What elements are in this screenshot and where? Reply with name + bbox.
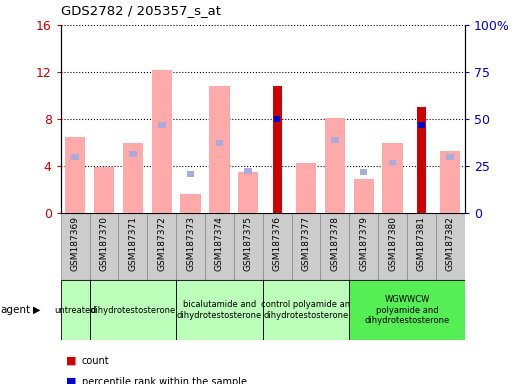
Bar <box>354 179 374 213</box>
Bar <box>94 167 114 213</box>
FancyBboxPatch shape <box>378 213 407 280</box>
Text: GSM187378: GSM187378 <box>331 217 340 271</box>
Text: GSM187376: GSM187376 <box>272 217 281 271</box>
FancyBboxPatch shape <box>90 213 118 280</box>
Text: control polyamide an
dihydrotestosterone: control polyamide an dihydrotestosterone <box>261 300 351 320</box>
Text: dihydrotestosterone: dihydrotestosterone <box>90 306 175 314</box>
FancyBboxPatch shape <box>205 213 234 280</box>
FancyBboxPatch shape <box>61 280 90 340</box>
Bar <box>418 122 425 128</box>
FancyBboxPatch shape <box>90 280 176 340</box>
FancyBboxPatch shape <box>176 280 262 340</box>
Bar <box>382 142 403 213</box>
Bar <box>122 142 143 213</box>
Bar <box>417 107 426 213</box>
Bar <box>238 172 258 213</box>
FancyBboxPatch shape <box>147 213 176 280</box>
Text: GSM187377: GSM187377 <box>301 217 310 271</box>
FancyBboxPatch shape <box>320 213 349 280</box>
Text: GSM187372: GSM187372 <box>157 217 166 271</box>
Text: count: count <box>82 356 109 366</box>
Text: GSM187374: GSM187374 <box>215 217 224 271</box>
Text: WGWWCW
polyamide and
dihydrotestosterone: WGWWCW polyamide and dihydrotestosterone <box>364 295 449 325</box>
Bar <box>65 137 85 213</box>
Bar <box>272 86 281 213</box>
Bar <box>446 154 454 160</box>
FancyBboxPatch shape <box>407 213 436 280</box>
Bar <box>209 86 230 213</box>
Bar <box>274 116 280 122</box>
FancyBboxPatch shape <box>61 213 90 280</box>
Bar <box>389 160 397 166</box>
Text: GSM187379: GSM187379 <box>359 217 368 271</box>
Text: GSM187381: GSM187381 <box>417 217 426 271</box>
FancyBboxPatch shape <box>234 213 262 280</box>
FancyBboxPatch shape <box>118 213 147 280</box>
Bar <box>418 122 425 128</box>
FancyBboxPatch shape <box>436 213 465 280</box>
Text: ■: ■ <box>66 356 77 366</box>
Bar <box>158 122 166 128</box>
Text: ▶: ▶ <box>33 305 41 315</box>
Bar <box>187 171 194 177</box>
Bar <box>296 162 316 213</box>
Text: GDS2782 / 205357_s_at: GDS2782 / 205357_s_at <box>61 4 221 17</box>
Bar <box>71 154 79 160</box>
Bar <box>215 140 223 146</box>
FancyBboxPatch shape <box>262 280 349 340</box>
Text: GSM187370: GSM187370 <box>99 217 108 271</box>
Text: GSM187371: GSM187371 <box>128 217 137 271</box>
Bar <box>440 151 460 213</box>
Bar <box>152 70 172 213</box>
Text: GSM187380: GSM187380 <box>388 217 397 271</box>
FancyBboxPatch shape <box>262 213 291 280</box>
Text: GSM187382: GSM187382 <box>446 217 455 271</box>
Text: ■: ■ <box>66 377 77 384</box>
Text: percentile rank within the sample: percentile rank within the sample <box>82 377 247 384</box>
Text: GSM187369: GSM187369 <box>71 217 80 271</box>
FancyBboxPatch shape <box>349 280 465 340</box>
Text: agent: agent <box>1 305 31 315</box>
Bar <box>360 169 367 175</box>
Bar <box>244 168 252 174</box>
Text: GSM187373: GSM187373 <box>186 217 195 271</box>
Bar <box>331 137 338 143</box>
Text: GSM187375: GSM187375 <box>244 217 253 271</box>
Bar <box>129 151 137 157</box>
FancyBboxPatch shape <box>291 213 320 280</box>
Text: bicalutamide and
dihydrotestosterone: bicalutamide and dihydrotestosterone <box>177 300 262 320</box>
Text: untreated: untreated <box>54 306 96 314</box>
FancyBboxPatch shape <box>176 213 205 280</box>
FancyBboxPatch shape <box>349 213 378 280</box>
Bar <box>181 194 201 213</box>
Bar <box>325 118 345 213</box>
